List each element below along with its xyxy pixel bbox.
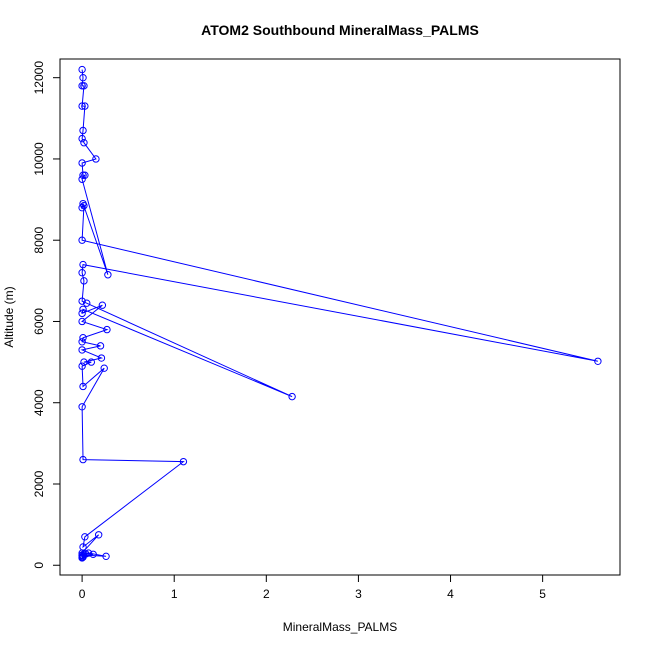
data-point: [594, 357, 602, 365]
data-point: [78, 134, 86, 143]
data-point: [78, 102, 86, 110]
data-point: [78, 553, 86, 561]
data-point: [96, 342, 105, 350]
data-point: [98, 301, 107, 309]
data-point: [79, 260, 87, 269]
data-point: [79, 73, 87, 82]
plot-frame: [59, 58, 621, 576]
data-point: [78, 403, 86, 411]
data-point: [80, 358, 88, 366]
data-point: [79, 382, 87, 391]
data-point: [78, 317, 86, 326]
data-point: [78, 551, 86, 559]
data-point: [92, 155, 100, 163]
data-point: [102, 552, 110, 561]
y-axis: 0 2000 4000 6000 8000 10000 12000: [32, 61, 61, 569]
y-tick-label: 6000: [32, 308, 46, 335]
data-point: [78, 175, 86, 183]
series-line: [80, 69, 599, 559]
x-tick-label: 1: [171, 587, 178, 601]
data-point: [78, 338, 86, 346]
data-point: [81, 533, 89, 541]
data-series: [78, 65, 602, 562]
x-tick-label: 2: [263, 587, 270, 601]
data-point: [79, 334, 87, 342]
y-tick-label: 0: [32, 562, 46, 569]
data-point: [80, 201, 88, 210]
data-point: [80, 277, 88, 285]
y-tick-label: 2000: [32, 470, 46, 497]
data-point: [103, 325, 111, 334]
data-point: [179, 457, 188, 466]
data-point: [100, 364, 108, 372]
y-axis-title: Altitude (m): [2, 286, 16, 347]
data-point: [78, 204, 86, 212]
data-point: [78, 65, 86, 74]
data-point: [78, 159, 86, 167]
x-tick-label: 0: [79, 587, 86, 601]
data-point: [79, 455, 87, 464]
data-point: [79, 305, 87, 313]
x-axis-title: MineralMass_PALMS: [283, 620, 397, 634]
data-point: [81, 102, 89, 110]
y-tick-label: 12000: [32, 61, 46, 95]
data-point: [94, 531, 103, 539]
data-point: [78, 346, 86, 354]
x-axis: 0 1 2 3 4 5: [79, 574, 546, 601]
x-tick-label: 3: [355, 587, 362, 601]
x-tick-label: 5: [539, 587, 546, 601]
data-point: [288, 392, 296, 401]
x-tick-label: 4: [447, 587, 454, 601]
y-tick-label: 4000: [32, 389, 46, 416]
y-tick-label: 8000: [32, 227, 46, 254]
data-point: [79, 126, 87, 135]
data-point: [80, 82, 88, 90]
data-point: [78, 236, 86, 244]
data-point: [78, 297, 86, 305]
chart-title: ATOM2 Southbound MineralMass_PALMS: [201, 22, 479, 38]
data-point: [78, 309, 86, 318]
data-point: [104, 271, 112, 279]
y-tick-label: 10000: [32, 142, 46, 176]
data-point: [80, 139, 88, 147]
data-point: [89, 550, 97, 558]
data-point: [83, 299, 91, 307]
data-point: [78, 362, 86, 370]
data-point: [97, 354, 106, 362]
data-point: [78, 269, 86, 277]
data-point: [87, 358, 96, 366]
data-point: [79, 552, 87, 560]
